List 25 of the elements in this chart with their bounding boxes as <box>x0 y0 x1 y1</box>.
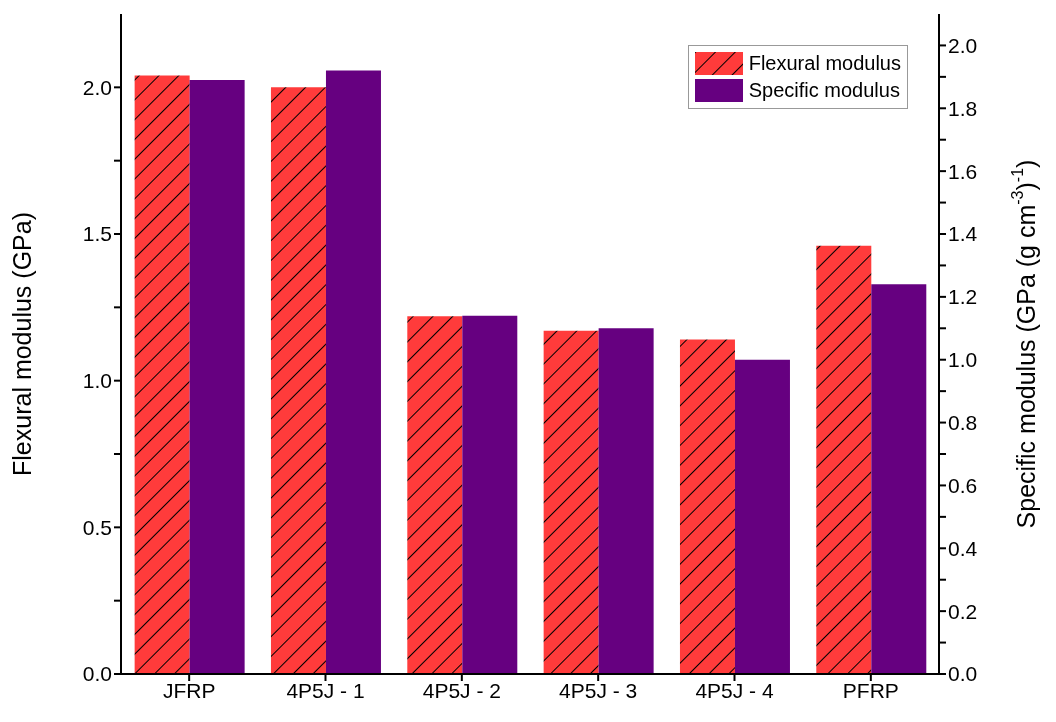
x-tick-label: PFRP <box>842 678 899 702</box>
y-tick-label: 0.0 <box>82 662 112 686</box>
y2-tick-label: 1.2 <box>948 285 978 309</box>
y-tick-label: 2.0 <box>82 75 112 99</box>
x-tick-label: JFRP <box>162 678 216 702</box>
legend-label: Flexural modulus <box>748 51 901 76</box>
y2-tick-label: 0.4 <box>948 536 978 560</box>
y2-tick-label: 1.8 <box>948 96 978 120</box>
legend-label: Specific modulus <box>748 78 900 103</box>
y-tick-label: 1.0 <box>82 369 112 393</box>
y2-tick-label: 1.4 <box>948 222 978 246</box>
y2-tick-label: 0.0 <box>948 662 978 686</box>
y-tick-label: 0.5 <box>82 515 112 539</box>
y2-tick-label: 0.8 <box>948 411 978 435</box>
y2-tick-label: 2.0 <box>948 33 978 57</box>
y2-tick-label: 0.6 <box>948 473 978 497</box>
y-axis-title: Flexural modulus (GPa) <box>8 212 36 476</box>
y2-tick-label: 1.6 <box>948 159 978 183</box>
x-tick-label: 4P5J - 3 <box>559 678 638 702</box>
x-tick-label: 4P5J - 2 <box>422 678 501 702</box>
y2-tick-label: 0.2 <box>948 599 978 623</box>
y-tick-label: 1.5 <box>82 222 112 246</box>
y2-tick-label: 1.0 <box>948 348 978 372</box>
x-tick-label: 4P5J - 1 <box>286 678 365 702</box>
x-tick-label: 4P5J - 4 <box>695 678 774 702</box>
